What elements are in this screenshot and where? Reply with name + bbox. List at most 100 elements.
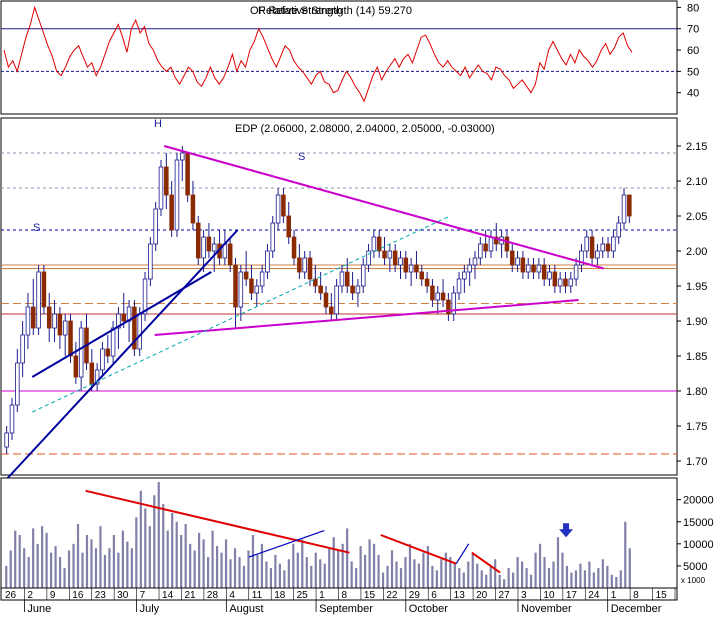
price-candles — [4, 146, 632, 454]
volume-bar — [480, 570, 483, 588]
volume-bar — [512, 572, 515, 588]
volume-bar — [126, 541, 129, 588]
volume-bar — [72, 543, 75, 588]
candle-body — [525, 264, 531, 273]
volume-bar — [588, 561, 591, 588]
candle-body — [265, 250, 270, 273]
candle-body — [36, 271, 41, 329]
volume-bar — [606, 565, 609, 588]
candle-body — [456, 278, 462, 294]
price-tick-label: 2.05 — [686, 211, 707, 223]
volume-bar — [453, 563, 456, 588]
candle-body — [94, 369, 100, 385]
annotation-left-shoulder: S — [33, 222, 40, 234]
candle-body — [557, 278, 563, 287]
price-panel-frame — [0, 117, 678, 476]
candle-body — [446, 299, 451, 315]
date-tick-label: 22 — [386, 590, 398, 601]
price-title: EDP (2.06000, 2.08000, 2.04000, 2.05000,… — [235, 123, 495, 135]
annotation-head: H — [154, 118, 162, 130]
date-tick-label: 11 — [252, 590, 263, 601]
volume-bar — [229, 559, 232, 588]
volume-bar — [449, 557, 452, 588]
volume-bar — [305, 557, 308, 588]
candle-body — [329, 306, 334, 315]
volume-bar — [574, 570, 578, 588]
volume-bar — [32, 528, 35, 588]
candle-body — [243, 271, 249, 280]
price-tick-label: 1.70 — [686, 456, 707, 468]
candle-body — [62, 320, 68, 336]
volume-bar — [368, 539, 371, 588]
volume-bar — [45, 532, 48, 588]
volume-bar — [489, 565, 492, 588]
candle-body — [339, 271, 345, 287]
volume-bar — [283, 570, 286, 588]
candle-body — [334, 285, 339, 315]
price-tick-label: 1.90 — [686, 316, 707, 328]
volume-bar — [202, 539, 205, 588]
volume-bar — [583, 570, 586, 588]
volume-bar — [476, 563, 479, 588]
date-tick-label: 14 — [162, 590, 174, 601]
candle-body — [121, 313, 127, 322]
candle-body — [547, 271, 552, 280]
volume-bar — [175, 521, 178, 588]
volume-bar — [189, 543, 192, 588]
volume-trendline-vol-up-1 — [248, 530, 325, 558]
volume-bar — [413, 559, 416, 588]
volume-bar — [41, 526, 44, 588]
date-tick-label: 24 — [588, 590, 600, 601]
candle-body — [227, 243, 233, 266]
date-tick-label: 3 — [521, 590, 527, 601]
candle-body — [148, 243, 153, 280]
candle-body — [621, 194, 627, 224]
volume-panel: 5000 10000 15000 20000 x 1000 — [0, 477, 714, 589]
candle-body — [424, 278, 430, 287]
candle-body — [195, 222, 201, 259]
volume-bar — [628, 548, 631, 588]
candle-body — [206, 236, 212, 252]
volume-bar — [507, 568, 510, 588]
volume-bar — [328, 548, 331, 588]
date-tick-label: 28 — [207, 590, 219, 601]
volume-bar — [494, 559, 497, 588]
candle-body — [435, 292, 441, 301]
volume-trendline-vol-down-3 — [471, 551, 501, 574]
volume-bar — [399, 568, 403, 588]
candle-body — [366, 250, 371, 266]
volume-bar — [27, 557, 30, 588]
volume-bar — [386, 565, 389, 588]
volume-bar — [269, 568, 272, 588]
volume-bar — [390, 550, 394, 588]
volume-bar — [570, 572, 573, 588]
volume-bar — [615, 576, 618, 588]
volume-bar — [556, 537, 560, 588]
volume-bar — [256, 554, 259, 588]
candle-body — [20, 334, 25, 364]
volume-bar — [67, 550, 71, 588]
volume-bar — [467, 561, 470, 588]
date-tick-label: 15 — [656, 590, 668, 601]
candle-body — [169, 194, 174, 231]
price-panel: EDP (2.06000, 2.08000, 2.04000, 2.05000,… — [0, 117, 707, 483]
volume-bar — [36, 543, 39, 588]
volume-bar — [440, 559, 443, 588]
candle-body — [185, 152, 190, 196]
candle-body — [142, 278, 148, 315]
volume-bar — [148, 526, 151, 588]
candle-body — [297, 257, 302, 273]
candle-body — [595, 250, 600, 259]
volume-tick-label: 5000 — [683, 561, 707, 573]
volume-bar — [310, 565, 313, 588]
candle-body — [414, 264, 419, 273]
candle-body — [15, 362, 20, 406]
volume-bar — [157, 482, 160, 588]
candle-body — [605, 243, 611, 252]
candle-body — [254, 285, 260, 294]
volume-bar — [462, 572, 465, 588]
candle-body — [520, 257, 526, 273]
date-tick-label: 15 — [364, 590, 376, 601]
volume-bar — [301, 539, 304, 588]
volume-bar — [193, 550, 196, 588]
